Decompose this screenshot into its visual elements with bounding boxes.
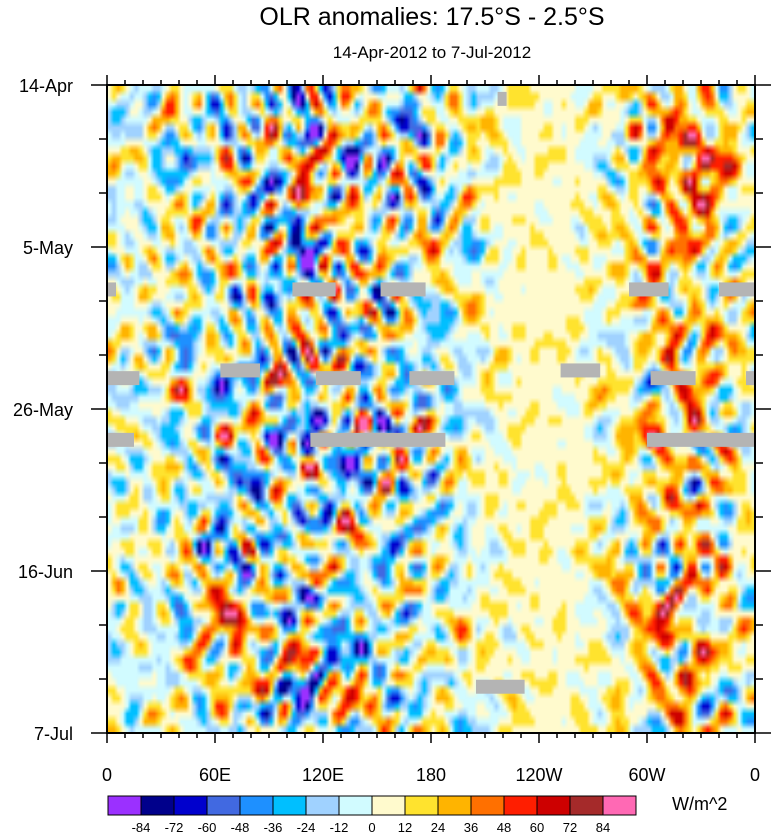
missing-data-segment-4 bbox=[719, 282, 755, 297]
y-tick-label: 14-Apr bbox=[19, 76, 73, 96]
colorbar-label: -36 bbox=[264, 820, 283, 834]
colorbar-label: 12 bbox=[398, 820, 412, 834]
colorbar-swatch bbox=[536, 795, 571, 816]
missing-data-segment-5 bbox=[107, 371, 140, 386]
missing-data-segment-15 bbox=[476, 679, 525, 694]
missing-data-segment-16 bbox=[497, 91, 507, 106]
colorbar-label: -60 bbox=[198, 820, 217, 834]
colorbar-label: 60 bbox=[530, 820, 544, 834]
x-tick-label: 60W bbox=[628, 765, 665, 785]
missing-data-segment-12 bbox=[107, 432, 134, 447]
plot-area bbox=[107, 85, 755, 733]
anomaly-field bbox=[107, 85, 755, 733]
colorbar-swatch bbox=[239, 795, 274, 816]
colorbar-label: 36 bbox=[464, 820, 478, 834]
missing-data-segment-9 bbox=[560, 363, 601, 378]
missing-data-segment-1 bbox=[292, 282, 336, 297]
x-tick-label: 0 bbox=[102, 765, 112, 785]
x-tick-label: 120W bbox=[515, 765, 562, 785]
colorbar-swatch bbox=[173, 795, 208, 816]
missing-data-segment-8 bbox=[409, 371, 455, 386]
missing-data-segment-14 bbox=[647, 432, 755, 447]
colorbar-label: 24 bbox=[431, 820, 445, 834]
colorbar-swatch bbox=[272, 795, 307, 816]
colorbar-swatch bbox=[140, 795, 175, 816]
colorbar-label: -72 bbox=[165, 820, 184, 834]
missing-data-segment-13 bbox=[310, 432, 446, 447]
missing-data-segment-11 bbox=[746, 371, 755, 386]
x-axis: 0 60E 120E 180 120W 60W 0 bbox=[102, 75, 760, 785]
missing-data-segment-7 bbox=[315, 371, 361, 386]
colorbar-swatch bbox=[602, 795, 637, 816]
x-tick-label: 60E bbox=[199, 765, 231, 785]
chart-title: OLR anomalies: 17.5°S - 2.5°S bbox=[259, 3, 604, 31]
colorbar-label: -48 bbox=[231, 820, 250, 834]
colorbar: -84 -72 -60 -48 -36 -24 -12 0 12 24 36 48 60 72 84 bbox=[107, 795, 637, 834]
colorbar-swatch bbox=[338, 795, 373, 816]
x-tick-label: 0 bbox=[750, 765, 760, 785]
colorbar-label: 48 bbox=[497, 820, 511, 834]
colorbar-swatch bbox=[437, 795, 472, 816]
y-tick-label: 26-May bbox=[13, 400, 73, 420]
chart-subtitle: 14-Apr-2012 to 7-Jul-2012 bbox=[333, 43, 531, 62]
x-tick-label: 120E bbox=[302, 765, 344, 785]
colorbar-label: -12 bbox=[330, 820, 349, 834]
colorbar-swatch bbox=[404, 795, 439, 816]
colorbar-swatch bbox=[470, 795, 505, 816]
missing-data-segment-0 bbox=[107, 282, 116, 297]
colorbar-label: -84 bbox=[132, 820, 151, 834]
colorbar-swatch bbox=[305, 795, 340, 816]
colorbar-swatch bbox=[206, 795, 241, 816]
x-tick-label: 180 bbox=[416, 765, 446, 785]
colorbar-swatch bbox=[569, 795, 604, 816]
colorbar-label: 0 bbox=[368, 820, 375, 834]
y-tick-label: 7-Jul bbox=[34, 724, 73, 744]
missing-data-segment-3 bbox=[629, 282, 669, 297]
colorbar-label: 84 bbox=[596, 820, 610, 834]
colorbar-units: W/m^2 bbox=[672, 794, 727, 814]
y-tick-label: 5-May bbox=[23, 238, 73, 258]
colorbar-swatch bbox=[503, 795, 538, 816]
missing-data-segment-10 bbox=[650, 371, 696, 386]
y-axis: 14-Apr 5-May 26-May 16-Jun 7-Jul bbox=[13, 76, 771, 744]
missing-data-segment-6 bbox=[220, 363, 260, 378]
colorbar-swatch bbox=[371, 795, 406, 816]
colorbar-label: -24 bbox=[297, 820, 316, 834]
colorbar-label: 72 bbox=[563, 820, 577, 834]
missing-data-segment-2 bbox=[380, 282, 426, 297]
y-tick-label: 16-Jun bbox=[18, 562, 73, 582]
colorbar-swatch bbox=[107, 795, 142, 816]
